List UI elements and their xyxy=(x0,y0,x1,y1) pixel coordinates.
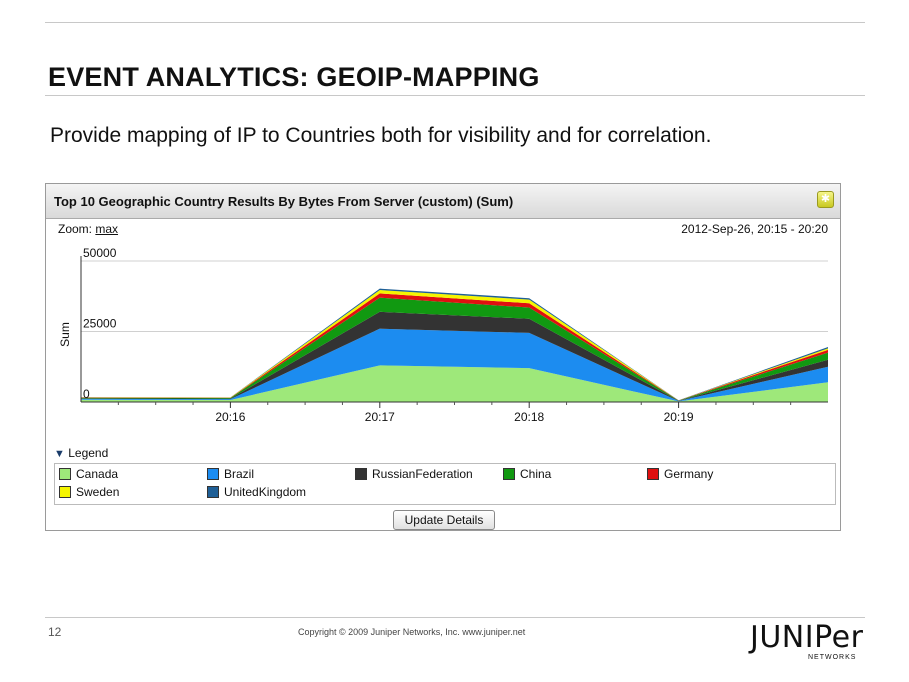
footer-rule xyxy=(45,617,865,618)
update-details-button[interactable]: Update Details xyxy=(393,510,495,530)
slide-subtitle: Provide mapping of IP to Countries both … xyxy=(50,124,712,147)
legend-item: China xyxy=(503,467,551,481)
time-range: 2012-Sep-26, 20:15 - 20:20 xyxy=(681,222,828,236)
legend-label: China xyxy=(520,467,552,481)
legend-label: Brazil xyxy=(224,467,255,481)
legend-swatch xyxy=(503,468,515,480)
zoom-control: Zoom: max xyxy=(58,222,118,236)
y-axis-label: Sum xyxy=(58,322,72,347)
area-series-RussianFederation xyxy=(81,311,828,402)
x-tick-label: 20:16 xyxy=(215,410,245,424)
legend-toggle[interactable]: ▼ Legend xyxy=(54,446,108,460)
copyright: Copyright © 2009 Juniper Networks, Inc. … xyxy=(298,627,526,637)
juniper-logo-sub: NETWORKS xyxy=(808,654,857,661)
legend-swatch xyxy=(59,468,71,480)
legend-item: RussianFederation xyxy=(355,467,473,481)
legend-swatch xyxy=(59,486,71,498)
x-tick-label: 20:17 xyxy=(365,410,395,424)
y-tick-label: 25000 xyxy=(83,317,117,331)
slide-title: EVENT ANALYTICS: GEOIP-MAPPING xyxy=(48,62,540,92)
legend: Canada Brazil RussianFederation China German… xyxy=(54,463,836,505)
area-series-China xyxy=(81,297,828,401)
legend-swatch xyxy=(355,468,367,480)
zoom-link[interactable]: max xyxy=(95,222,119,236)
legend-label: Sweden xyxy=(76,485,120,499)
x-tick-label: 20:18 xyxy=(514,410,544,424)
legend-label: Germany xyxy=(664,467,714,481)
legend-item: Brazil xyxy=(207,467,254,481)
area-series-Canada xyxy=(81,365,828,402)
chevron-down-icon: ▼ xyxy=(54,448,65,460)
legend-swatch xyxy=(647,468,659,480)
legend-label: Canada xyxy=(76,467,119,481)
legend-item: Canada xyxy=(59,467,118,481)
gear-icon[interactable]: ✱ xyxy=(817,191,834,208)
legend-swatch xyxy=(207,468,219,480)
x-tick-label: 20:19 xyxy=(664,410,694,424)
legend-label: Legend xyxy=(68,446,109,460)
legend-swatch xyxy=(207,486,219,498)
legend-label: RussianFederation xyxy=(372,467,473,481)
legend-label: UnitedKingdom xyxy=(224,485,307,499)
chart-panel: Top 10 Geographic Country Results By Byt… xyxy=(45,183,841,531)
legend-item: Germany xyxy=(647,467,713,481)
y-tick-label: 50000 xyxy=(83,246,117,260)
legend-item: Sweden xyxy=(59,485,119,499)
page-number: 12 xyxy=(48,625,62,639)
top-rule xyxy=(45,22,865,23)
y-tick-label: 0 xyxy=(83,387,90,401)
juniper-logo: JUNIPer xyxy=(750,620,864,655)
title-rule xyxy=(45,95,865,96)
panel-header: Top 10 Geographic Country Results By Byt… xyxy=(46,184,840,219)
legend-item: UnitedKingdom xyxy=(207,485,306,499)
area-chart: 0 25000 50000 20:16 20:17 20:18 20:19 Sum xyxy=(58,246,828,424)
area-series-Brazil xyxy=(81,328,828,402)
panel-title: Top 10 Geographic Country Results By Byt… xyxy=(54,194,514,209)
zoom-label: Zoom: xyxy=(58,222,93,236)
